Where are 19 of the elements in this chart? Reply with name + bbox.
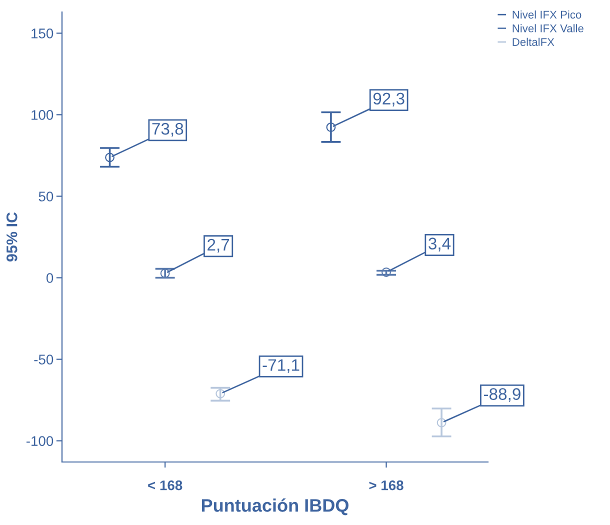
legend-label: Nivel IFX Valle	[512, 24, 584, 32]
legend-label: DeltalFX	[512, 38, 554, 46]
y-axis-title: 95% IC	[6, 212, 18, 262]
data-label: 2,7	[208, 238, 230, 253]
y-tick-label: 50	[38, 192, 54, 202]
y-tick-label: 0	[46, 273, 54, 283]
y-tick-label: 100	[32, 110, 54, 120]
data-label: 92,3	[373, 92, 404, 106]
y-tick-label: 150	[32, 28, 54, 38]
data-label: -71,1	[262, 359, 300, 373]
data-label: 73,8	[152, 122, 184, 137]
x-axis-title: Puntuación IBDQ	[202, 498, 348, 516]
y-tick-label: -100	[26, 436, 54, 446]
y-tick-label: -50	[34, 354, 54, 364]
x-tick-label: < 168	[148, 480, 182, 490]
legend-label: Nivel IFX Pico	[512, 10, 582, 19]
data-label: 3,4	[428, 238, 451, 252]
x-tick-label: > 168	[369, 480, 404, 490]
data-label: -88,9	[484, 388, 520, 402]
